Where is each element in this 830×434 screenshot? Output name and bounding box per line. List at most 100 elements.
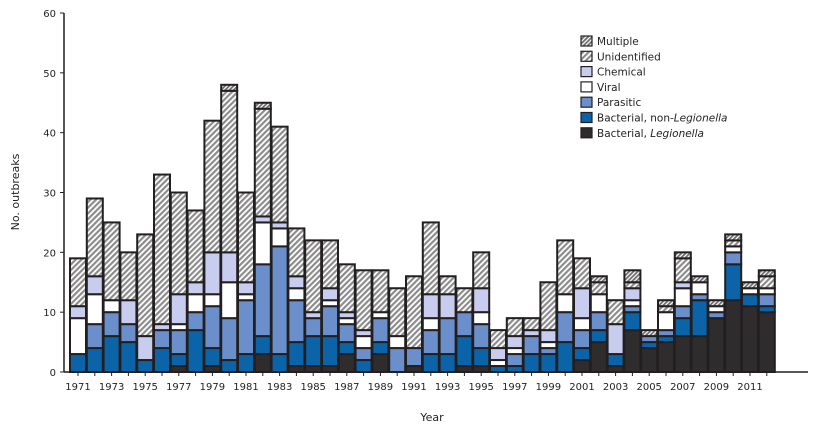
bar-segment-bacterial-legionella-2007	[673, 335, 692, 374]
bar-segment-viral-1971	[69, 317, 87, 356]
bar-2000	[556, 239, 575, 374]
bar-segment-viral-2006	[657, 311, 675, 332]
bar-segment-unidentified-1979	[203, 119, 222, 254]
bar-segment-bacterial-non-legionella-1999	[539, 353, 558, 373]
x-tick-label: 1983	[267, 382, 292, 393]
bar-segment-bacterial-non-legionella-2011	[741, 293, 759, 308]
bar-1981	[237, 191, 255, 373]
bar-segment-viral-1980	[220, 281, 239, 320]
bar-segment-unidentified-1976	[153, 173, 171, 326]
bar-segment-unidentified-1975	[136, 233, 155, 338]
bar-segment-chemical-1995	[472, 287, 491, 314]
bar-segment-bacterial-non-legionella-1975	[136, 359, 155, 373]
bar-segment-bacterial-non-legionella-1973	[102, 335, 121, 374]
bar-segment-unidentified-1991	[405, 275, 423, 350]
legend-item-bacterial-non-legionella: Bacterial, non-Legionella	[580, 111, 727, 125]
bar-segment-parasitic-1994	[455, 311, 474, 338]
y-tick-label: 50	[43, 69, 56, 80]
bar-segment-chemical-1997	[505, 335, 524, 350]
x-tick-label: 1979	[200, 382, 225, 393]
bar-segment-chemical-1986	[321, 287, 339, 302]
bar-1992	[421, 221, 440, 373]
bar-segment-multiple-2008	[690, 275, 709, 284]
bar-segment-bacterial-non-legionella-1983	[270, 353, 289, 373]
bar-segment-bacterial-non-legionella-2010	[724, 263, 743, 302]
bar-segment-viral-1979	[203, 293, 222, 308]
bar-segment-chemical-1978	[186, 281, 205, 296]
bar-segment-parasitic-1997	[505, 353, 524, 368]
axes-group: 0 10 20 30 40 50 60 1971 1973 1975 1977 1979 1981 198…	[43, 9, 808, 393]
legend-swatch	[580, 96, 593, 108]
bar-segment-viral-1984	[287, 287, 306, 302]
legend-swatch	[580, 127, 593, 139]
legend-item-bacterial-legionella: Bacterial, Legionella	[580, 127, 704, 140]
bar-segment-bacterial-non-legionella-1976	[153, 347, 171, 374]
x-tick-label: 1999	[536, 382, 561, 393]
bar-segment-unidentified-1996	[489, 329, 507, 350]
bar-segment-unidentified-1981	[237, 191, 255, 284]
bar-segment-chemical-1977	[169, 293, 188, 326]
bar-1979	[203, 119, 222, 373]
bar-segment-bacterial-non-legionella-1992	[421, 353, 440, 373]
bar-1982	[253, 101, 272, 373]
bar-segment-parasitic-1986	[321, 305, 339, 338]
bar-segment-chemical-1984	[287, 275, 306, 290]
bar-segment-unidentified-1984	[287, 227, 306, 278]
bar-segment-bacterial-legionella-2004	[623, 329, 642, 374]
bar-2008	[690, 275, 709, 374]
bar-segment-parasitic-2001	[573, 329, 591, 350]
bar-segment-multiple-2006	[657, 299, 675, 308]
bar-segment-unidentified-1985	[304, 239, 323, 314]
bar-segment-bacterial-non-legionella-2000	[556, 341, 575, 374]
bar-2001	[573, 257, 591, 373]
bar-1999	[539, 281, 558, 373]
bar-segment-chemical-2004	[623, 287, 642, 302]
bar-segment-bacterial-legionella-2005	[640, 347, 659, 374]
bar-segment-parasitic-1982	[253, 263, 272, 338]
bar-1983	[270, 125, 289, 373]
legend-label: Viral	[597, 82, 621, 94]
bar-1976	[153, 173, 171, 374]
x-axis-label: Year	[419, 411, 444, 424]
bar-segment-unidentified-1977	[169, 191, 188, 296]
bar-segment-multiple-2007	[673, 251, 692, 260]
bar-segment-bacterial-non-legionella-1988	[354, 359, 373, 373]
bar-segment-bacterial-legionella-2002	[589, 341, 608, 374]
bar-segment-bacterial-non-legionella-1987	[337, 341, 356, 356]
bar-segment-parasitic-1992	[421, 329, 440, 356]
bar-segment-bacterial-legionella-2012	[757, 311, 776, 373]
bar-segment-viral-2000	[556, 293, 575, 314]
legend-label: Multiple	[597, 36, 639, 48]
legend-swatch	[580, 81, 593, 93]
x-tick-label: 1985	[300, 382, 325, 393]
bar-segment-bacterial-non-legionella-1977	[169, 353, 188, 368]
bar-segment-bacterial-legionella-1987	[337, 353, 356, 373]
bar-segment-bacterial-non-legionella-2002	[589, 329, 608, 344]
x-tick-label: 1975	[132, 382, 157, 393]
bar-segment-chemical-1996	[489, 347, 507, 362]
x-tick-label: 1995	[468, 382, 493, 393]
bar-segment-unidentified-2002	[589, 281, 608, 296]
bar-segment-bacterial-non-legionella-1981	[237, 353, 255, 373]
bar-1993	[438, 275, 457, 373]
bar-segment-chemical-1972	[85, 275, 104, 296]
legend-label: Chemical	[597, 67, 646, 79]
x-tick-label: 1981	[233, 382, 258, 393]
bar-segment-unidentified-1995	[472, 251, 491, 290]
y-tick-label: 20	[43, 248, 56, 259]
bar-segment-unidentified-1972	[85, 197, 104, 278]
bar-2010	[724, 233, 743, 374]
bar-segment-unidentified-1994	[455, 287, 474, 314]
bars-group	[69, 83, 776, 374]
bar-segment-bacterial-non-legionella-1980	[220, 359, 239, 373]
bar-segment-parasitic-1973	[102, 311, 121, 338]
bar-segment-unidentified-1992	[421, 221, 440, 296]
bar-segment-chemical-1971	[69, 305, 87, 320]
bar-segment-parasitic-2000	[556, 311, 575, 344]
bar-segment-unidentified-1999	[539, 281, 558, 332]
legend-item-parasitic: Parasitic	[580, 96, 641, 109]
bar-segment-parasitic-1980	[220, 317, 239, 362]
bar-segment-bacterial-non-legionella-2008	[690, 299, 709, 338]
bar-segment-chemical-1993	[438, 293, 457, 320]
